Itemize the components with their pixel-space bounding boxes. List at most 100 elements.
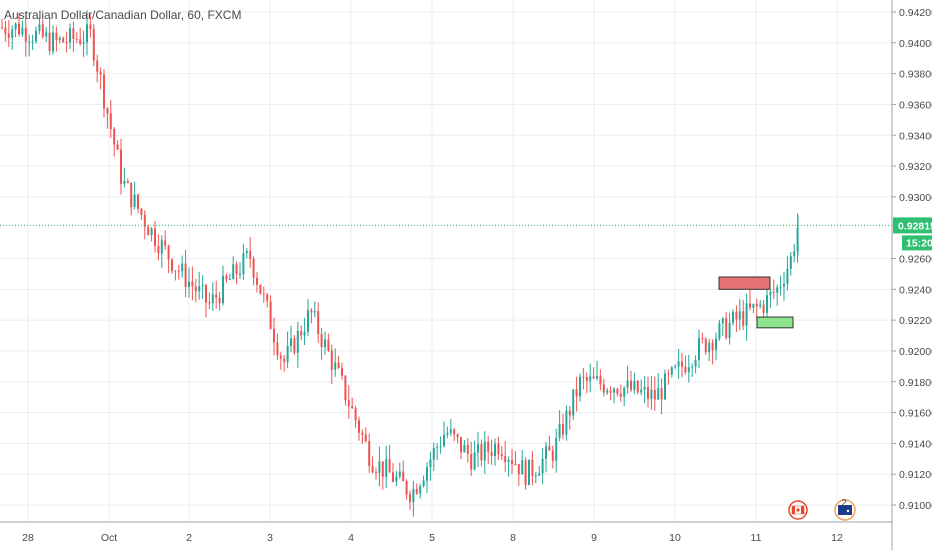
candle-body (334, 362, 337, 370)
candle-body (45, 32, 48, 37)
candle-body (252, 258, 255, 278)
candle-body (701, 338, 704, 340)
candle-body (276, 342, 279, 356)
candle-body (96, 60, 99, 72)
australia-flag-icon (838, 505, 852, 515)
candle-body (140, 208, 143, 215)
candle-body (82, 42, 85, 44)
candle-body (762, 304, 765, 313)
candle-body (232, 264, 235, 280)
candle-body (779, 286, 782, 288)
candle-body (755, 303, 758, 307)
candle-body (208, 302, 211, 304)
candle-body (41, 24, 44, 37)
x-tick-label: 8 (510, 532, 516, 544)
candle-body (7, 33, 10, 38)
candle-body (347, 400, 350, 407)
candle-body (211, 294, 214, 304)
candle-body (296, 330, 299, 353)
candle-body (633, 380, 636, 390)
candle-body (21, 27, 24, 35)
candle-body (55, 32, 58, 40)
candle-body (228, 279, 231, 281)
candle-body (538, 473, 541, 476)
candle-body (358, 420, 360, 433)
candle-body (517, 464, 520, 475)
candle-body (582, 376, 585, 378)
candle-body (262, 293, 265, 295)
candle-body (143, 214, 146, 228)
candle-body (446, 433, 449, 435)
candle-body (783, 283, 785, 287)
candle-body (636, 380, 639, 393)
candle-body (103, 74, 105, 109)
candle-body (65, 42, 68, 44)
candle-body (507, 459, 510, 463)
x-tick-label: 9 (591, 532, 597, 544)
candle-body (711, 342, 714, 350)
resistance-zone[interactable] (718, 276, 771, 290)
candle-body (653, 389, 656, 400)
candle-body (344, 375, 347, 401)
candle-body (426, 466, 428, 481)
candle-body (188, 281, 190, 287)
candle-body (558, 423, 561, 438)
candle-body (375, 472, 377, 474)
candle-body (602, 384, 605, 393)
candle-body (361, 432, 364, 435)
candle-body (749, 303, 751, 308)
candle-body (354, 408, 357, 421)
support-zone[interactable] (756, 316, 794, 329)
candle-body (48, 32, 51, 52)
candle-body (789, 255, 792, 269)
candle-body (198, 286, 201, 292)
candle-body (432, 448, 435, 460)
candle-body (38, 24, 41, 31)
x-tick-label: 11 (751, 532, 762, 544)
candle-body (150, 228, 153, 236)
candle-body (191, 281, 194, 287)
candle-body (215, 294, 218, 298)
candle-body (694, 360, 697, 367)
candle-body (664, 373, 666, 400)
candle-body (684, 366, 687, 373)
x-tick-label: 12 (831, 532, 843, 544)
canada-flag-band-right (801, 506, 804, 514)
candle-body (640, 389, 643, 393)
candle-body (123, 181, 126, 184)
candle-body (691, 366, 694, 368)
candle-body (568, 410, 571, 416)
candle-body (290, 338, 292, 347)
candle-body (106, 108, 109, 114)
candle-body (609, 390, 612, 393)
candle-body (422, 480, 425, 487)
x-tick-label: 10 (669, 532, 681, 544)
candle-body (283, 358, 286, 363)
candle-body (4, 27, 7, 34)
y-tick-label: 0.91000 (899, 500, 932, 512)
candle-body (324, 339, 326, 348)
candle-body (313, 310, 316, 313)
candle-body (534, 475, 537, 477)
candle-body (708, 342, 711, 353)
candle-body (500, 454, 503, 457)
candle-body (239, 273, 241, 275)
candle-body (766, 295, 768, 313)
countdown-label: 15:20 (906, 237, 932, 249)
candle-body (477, 444, 479, 453)
candle-body (466, 444, 469, 455)
candle-body (599, 376, 602, 385)
candle-body (293, 338, 296, 353)
candle-body (398, 471, 401, 477)
candle-body (786, 268, 789, 284)
candle-body (303, 331, 306, 336)
candle-body (256, 277, 258, 285)
candle-body (157, 245, 160, 254)
candle-body (487, 441, 490, 452)
